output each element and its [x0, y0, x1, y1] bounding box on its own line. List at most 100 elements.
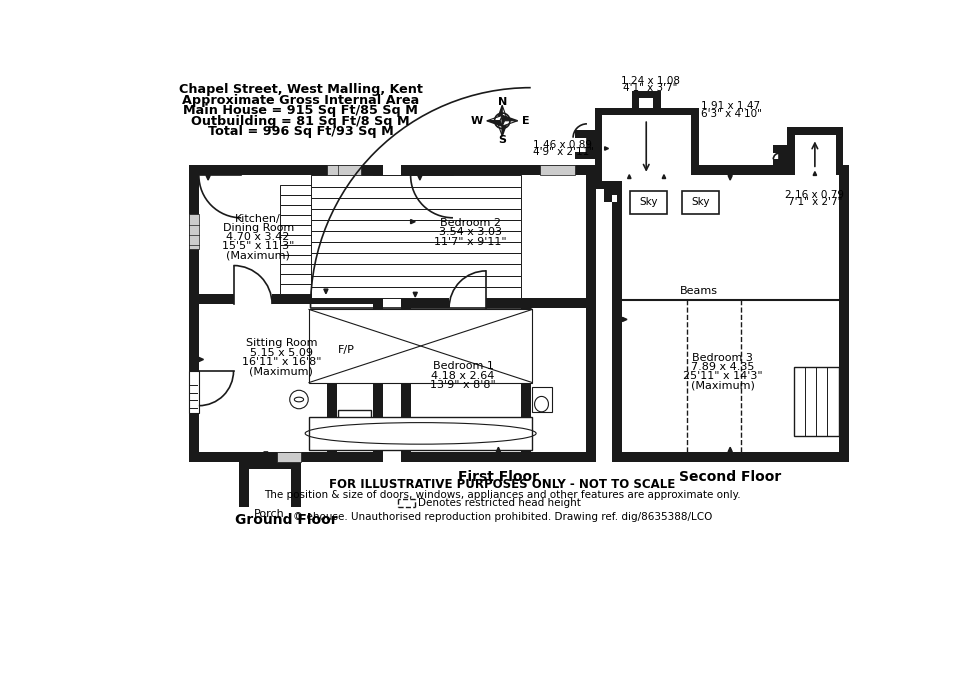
- Polygon shape: [496, 447, 501, 452]
- Text: Total = 996 Sq Ft/93 Sq M: Total = 996 Sq Ft/93 Sq M: [208, 125, 393, 138]
- Bar: [279, 264, 373, 274]
- Text: 15'5" x 11'3": 15'5" x 11'3": [222, 242, 294, 251]
- Bar: [622, 176, 839, 452]
- Bar: [676, 195, 682, 202]
- Text: Bedroom 1: Bedroom 1: [432, 361, 493, 372]
- Polygon shape: [487, 116, 503, 121]
- Polygon shape: [813, 172, 816, 176]
- Text: The position & size of doors, windows, appliances and other features are approxi: The position & size of doors, windows, a…: [264, 490, 741, 500]
- Bar: [411, 298, 586, 308]
- Text: Bedroom 3: Bedroom 3: [692, 353, 753, 363]
- Bar: [277, 452, 301, 462]
- Bar: [603, 116, 691, 181]
- Text: 2.16 x 0.79: 2.16 x 0.79: [785, 190, 845, 201]
- Bar: [311, 253, 520, 264]
- Bar: [575, 130, 595, 159]
- Text: (Maximum): (Maximum): [226, 251, 290, 260]
- Text: 11'7" x 9'11": 11'7" x 9'11": [434, 237, 507, 246]
- Bar: [532, 388, 552, 412]
- Text: 25'11" x 14'3": 25'11" x 14'3": [683, 372, 762, 381]
- Bar: [795, 135, 836, 177]
- Text: Sky: Sky: [692, 197, 710, 208]
- Bar: [773, 153, 779, 159]
- Text: Kitchen/: Kitchen/: [235, 214, 281, 224]
- Text: W: W: [470, 116, 483, 126]
- Bar: [311, 220, 520, 231]
- Bar: [668, 188, 689, 202]
- Polygon shape: [264, 452, 268, 457]
- Text: 7.89 x 4.35: 7.89 x 4.35: [691, 362, 755, 372]
- Bar: [279, 284, 373, 294]
- Bar: [520, 308, 531, 452]
- Text: 1.24 x 1.08: 1.24 x 1.08: [620, 77, 679, 86]
- Bar: [311, 209, 520, 220]
- Polygon shape: [728, 176, 732, 180]
- Bar: [189, 165, 383, 462]
- Bar: [311, 264, 520, 275]
- Bar: [233, 293, 272, 304]
- Text: E: E: [521, 116, 529, 126]
- Bar: [311, 231, 520, 242]
- Polygon shape: [199, 357, 204, 361]
- Text: Denotes restricted head height: Denotes restricted head height: [418, 498, 581, 508]
- Bar: [794, 367, 839, 437]
- Polygon shape: [414, 292, 417, 297]
- Bar: [311, 198, 520, 209]
- Text: 4.70 x 3.42: 4.70 x 3.42: [226, 232, 290, 242]
- Text: Approximate Gross Internal Area: Approximate Gross Internal Area: [182, 94, 419, 107]
- Text: 13'9" x 8'8": 13'9" x 8'8": [430, 380, 496, 390]
- Polygon shape: [206, 176, 210, 180]
- Bar: [279, 206, 373, 215]
- Bar: [311, 176, 520, 187]
- Bar: [612, 165, 849, 462]
- Bar: [326, 304, 383, 327]
- Bar: [326, 327, 337, 452]
- Bar: [773, 145, 787, 167]
- Bar: [411, 176, 586, 452]
- Bar: [279, 274, 373, 284]
- Bar: [311, 286, 520, 298]
- Text: 7'1" x 2'7": 7'1" x 2'7": [788, 197, 842, 208]
- Text: Porch: Porch: [255, 509, 285, 519]
- Bar: [189, 210, 199, 253]
- Bar: [311, 275, 520, 286]
- Bar: [199, 294, 373, 304]
- Bar: [309, 417, 532, 450]
- Bar: [189, 214, 199, 248]
- Bar: [311, 187, 520, 198]
- Text: 1.91 x 1.47: 1.91 x 1.47: [701, 101, 760, 111]
- Text: S: S: [498, 135, 507, 145]
- Bar: [639, 98, 654, 108]
- Text: Second Floor: Second Floor: [679, 471, 781, 484]
- Bar: [189, 371, 199, 413]
- Polygon shape: [497, 118, 503, 136]
- Text: Bedroom 2: Bedroom 2: [440, 218, 501, 228]
- Polygon shape: [487, 121, 503, 126]
- Text: 1.46 x 0.89: 1.46 x 0.89: [533, 140, 592, 149]
- Polygon shape: [497, 105, 503, 123]
- Bar: [604, 188, 624, 202]
- Bar: [575, 138, 587, 152]
- Polygon shape: [503, 118, 508, 136]
- Text: 4.18 x 2.64: 4.18 x 2.64: [431, 371, 495, 381]
- Text: 4'1" x 3'7": 4'1" x 3'7": [623, 84, 677, 93]
- Polygon shape: [728, 447, 732, 452]
- Bar: [338, 410, 371, 448]
- Bar: [449, 296, 486, 308]
- Bar: [199, 176, 373, 452]
- Polygon shape: [662, 174, 665, 179]
- Text: © ehouse. Unauthorised reproduction prohibited. Drawing ref. dig/8635388/LCO: © ehouse. Unauthorised reproduction proh…: [293, 512, 711, 522]
- Bar: [189, 371, 199, 413]
- Bar: [279, 195, 373, 206]
- Text: First Floor: First Floor: [458, 471, 539, 484]
- Bar: [279, 255, 373, 264]
- Bar: [540, 165, 574, 176]
- Polygon shape: [323, 289, 328, 293]
- Polygon shape: [503, 116, 517, 121]
- Text: (Maximum): (Maximum): [249, 366, 314, 376]
- Text: Dining Room: Dining Room: [222, 223, 294, 233]
- Polygon shape: [503, 121, 517, 126]
- Text: Chapel Street, West Malling, Kent: Chapel Street, West Malling, Kent: [178, 84, 422, 96]
- Bar: [682, 191, 719, 214]
- Polygon shape: [622, 318, 627, 322]
